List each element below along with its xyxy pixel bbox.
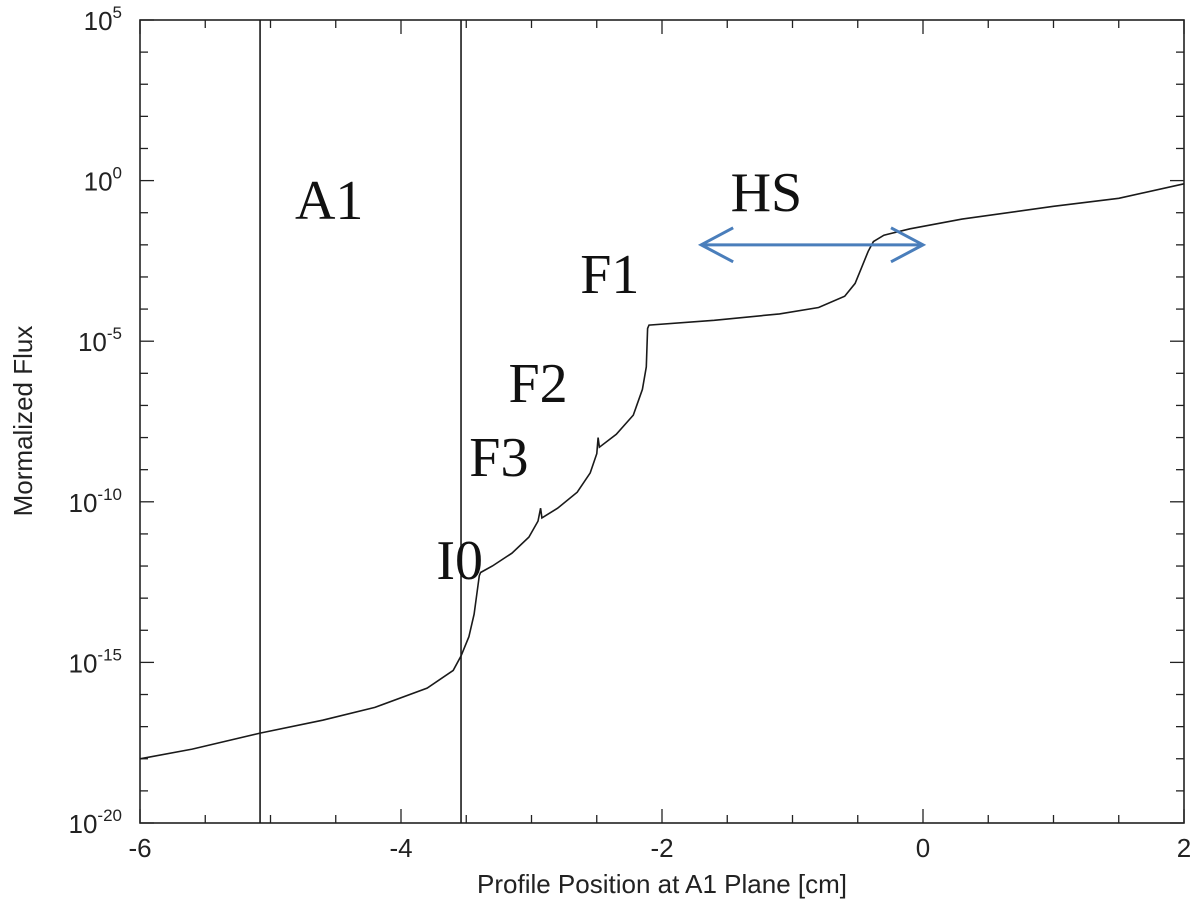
x-tick-label: -2 [650, 833, 673, 863]
y-tick-label: 10-10 [69, 485, 123, 518]
x-tick-labels: -6 -4 -2 0 2 [128, 833, 1191, 863]
y-tick-label: 105 [84, 3, 122, 36]
hs-range-arrow [697, 226, 927, 264]
arrow-head-right [890, 226, 927, 264]
y-tick-label: 10-5 [78, 324, 122, 357]
annotation-i0: I0 [436, 530, 483, 592]
x-tick-label: -6 [128, 833, 151, 863]
annotation-hs: HS [731, 162, 803, 224]
y-tick-labels: 105 100 10-5 10-10 10-15 10-20 [69, 3, 123, 839]
plot-frame [139, 19, 1185, 824]
y-tick-label: 100 [84, 164, 122, 197]
annotation-f3: F3 [469, 427, 528, 489]
arrow-head-left [697, 226, 734, 264]
series-line-flux [139, 183, 1185, 760]
vertical-lines [259, 20, 462, 823]
y-axis-label: Mormalized Flux [8, 326, 38, 517]
y-tick-label: 10-15 [69, 645, 123, 678]
x-tick-label: 0 [916, 833, 930, 863]
axis-ticks [139, 19, 1185, 824]
x-tick-label: 2 [1177, 833, 1191, 863]
x-tick-label: -4 [389, 833, 412, 863]
x-axis-label: Profile Position at A1 Plane [cm] [477, 869, 847, 899]
annotation-f2: F2 [508, 353, 567, 415]
y-tick-label: 10-20 [69, 806, 123, 839]
annotation-f1: F1 [580, 244, 639, 306]
annotation-a1: A1 [295, 170, 363, 232]
